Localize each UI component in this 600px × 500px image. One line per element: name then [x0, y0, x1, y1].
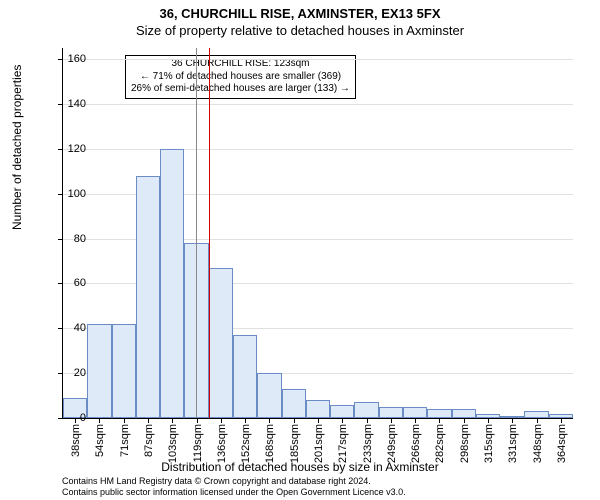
- x-tick-mark: [221, 418, 222, 423]
- histogram-bar: [160, 149, 184, 418]
- x-tick-label: 217sqm: [337, 424, 349, 463]
- histogram-bar: [306, 400, 330, 418]
- histogram-bar: [112, 324, 136, 418]
- x-tick-mark: [172, 418, 173, 423]
- annotation-line-3: 26% of semi-detached houses are larger (…: [131, 83, 350, 96]
- y-tick-label: 80: [56, 233, 86, 245]
- x-tick-mark: [367, 418, 368, 423]
- reference-line: [209, 48, 210, 418]
- x-tick-mark: [488, 418, 489, 423]
- histogram-bar: [87, 324, 111, 418]
- x-tick-label: 38sqm: [70, 424, 82, 457]
- x-tick-mark: [197, 418, 198, 423]
- x-tick-mark: [245, 418, 246, 423]
- x-tick-label: 266sqm: [410, 424, 422, 463]
- y-gridline: [63, 59, 573, 60]
- x-tick-label: 201sqm: [313, 424, 325, 463]
- x-tick-mark: [148, 418, 149, 423]
- x-tick-mark: [294, 418, 295, 423]
- x-tick-label: 152sqm: [240, 424, 252, 463]
- x-tick-label: 87sqm: [143, 424, 155, 457]
- x-tick-mark: [342, 418, 343, 423]
- x-tick-label: 331sqm: [507, 424, 519, 463]
- y-gridline: [63, 104, 573, 105]
- x-tick-label: 71sqm: [119, 424, 131, 457]
- plot-area: 36 CHURCHILL RISE: 123sqm ← 71% of detac…: [62, 48, 573, 419]
- footer-line-2: Contains public sector information licen…: [62, 487, 406, 497]
- x-tick-label: 233sqm: [362, 424, 374, 463]
- histogram-bar: [330, 405, 354, 418]
- y-tick-label: 40: [56, 322, 86, 334]
- x-tick-label: 168sqm: [264, 424, 276, 463]
- x-tick-label: 119sqm: [192, 424, 204, 462]
- y-tick-label: 0: [56, 412, 86, 424]
- histogram-bar: [427, 409, 451, 418]
- x-tick-mark: [512, 418, 513, 423]
- x-tick-label: 282sqm: [434, 424, 446, 463]
- x-tick-mark: [415, 418, 416, 423]
- chart-title-main: 36, CHURCHILL RISE, AXMINSTER, EX13 5FX: [0, 0, 600, 21]
- y-tick-label: 160: [56, 53, 86, 65]
- x-tick-mark: [561, 418, 562, 423]
- x-tick-mark: [439, 418, 440, 423]
- x-tick-label: 54sqm: [94, 424, 106, 457]
- x-tick-label: 136sqm: [216, 424, 228, 463]
- x-tick-mark: [391, 418, 392, 423]
- histogram-bar: [403, 407, 427, 418]
- y-tick-label: 140: [56, 98, 86, 110]
- x-tick-label: 364sqm: [556, 424, 568, 463]
- histogram-bar: [379, 407, 403, 418]
- x-tick-label: 315sqm: [483, 424, 495, 463]
- x-tick-label: 249sqm: [386, 424, 398, 463]
- y-gridline: [63, 149, 573, 150]
- annotation-box: 36 CHURCHILL RISE: 123sqm ← 71% of detac…: [125, 55, 356, 99]
- y-tick-label: 20: [56, 367, 86, 379]
- histogram-bar: [209, 268, 233, 418]
- histogram-bar: [257, 373, 281, 418]
- footer-attribution: Contains HM Land Registry data © Crown c…: [62, 476, 406, 497]
- y-axis-label: Number of detached properties: [10, 65, 24, 230]
- histogram-bar: [136, 176, 160, 418]
- histogram-bar: [282, 389, 306, 418]
- x-tick-label: 103sqm: [167, 424, 179, 463]
- footer-line-1: Contains HM Land Registry data © Crown c…: [62, 476, 406, 486]
- y-tick-label: 60: [56, 277, 86, 289]
- x-tick-mark: [537, 418, 538, 423]
- y-tick-label: 120: [56, 143, 86, 155]
- x-tick-label: 185sqm: [289, 424, 301, 463]
- histogram-bar: [452, 409, 476, 418]
- x-tick-mark: [464, 418, 465, 423]
- x-tick-label: 348sqm: [532, 424, 544, 463]
- histogram-bar: [233, 335, 257, 418]
- histogram-bar: [524, 411, 548, 418]
- annotation-line-2: ← 71% of detached houses are smaller (36…: [131, 71, 350, 84]
- x-tick-mark: [99, 418, 100, 423]
- x-tick-label: 298sqm: [459, 424, 471, 463]
- histogram-bar: [354, 402, 378, 418]
- x-tick-mark: [124, 418, 125, 423]
- x-tick-mark: [269, 418, 270, 423]
- y-tick-label: 100: [56, 188, 86, 200]
- x-tick-mark: [318, 418, 319, 423]
- chart-title-sub: Size of property relative to detached ho…: [0, 21, 600, 38]
- reference-line: [196, 48, 197, 418]
